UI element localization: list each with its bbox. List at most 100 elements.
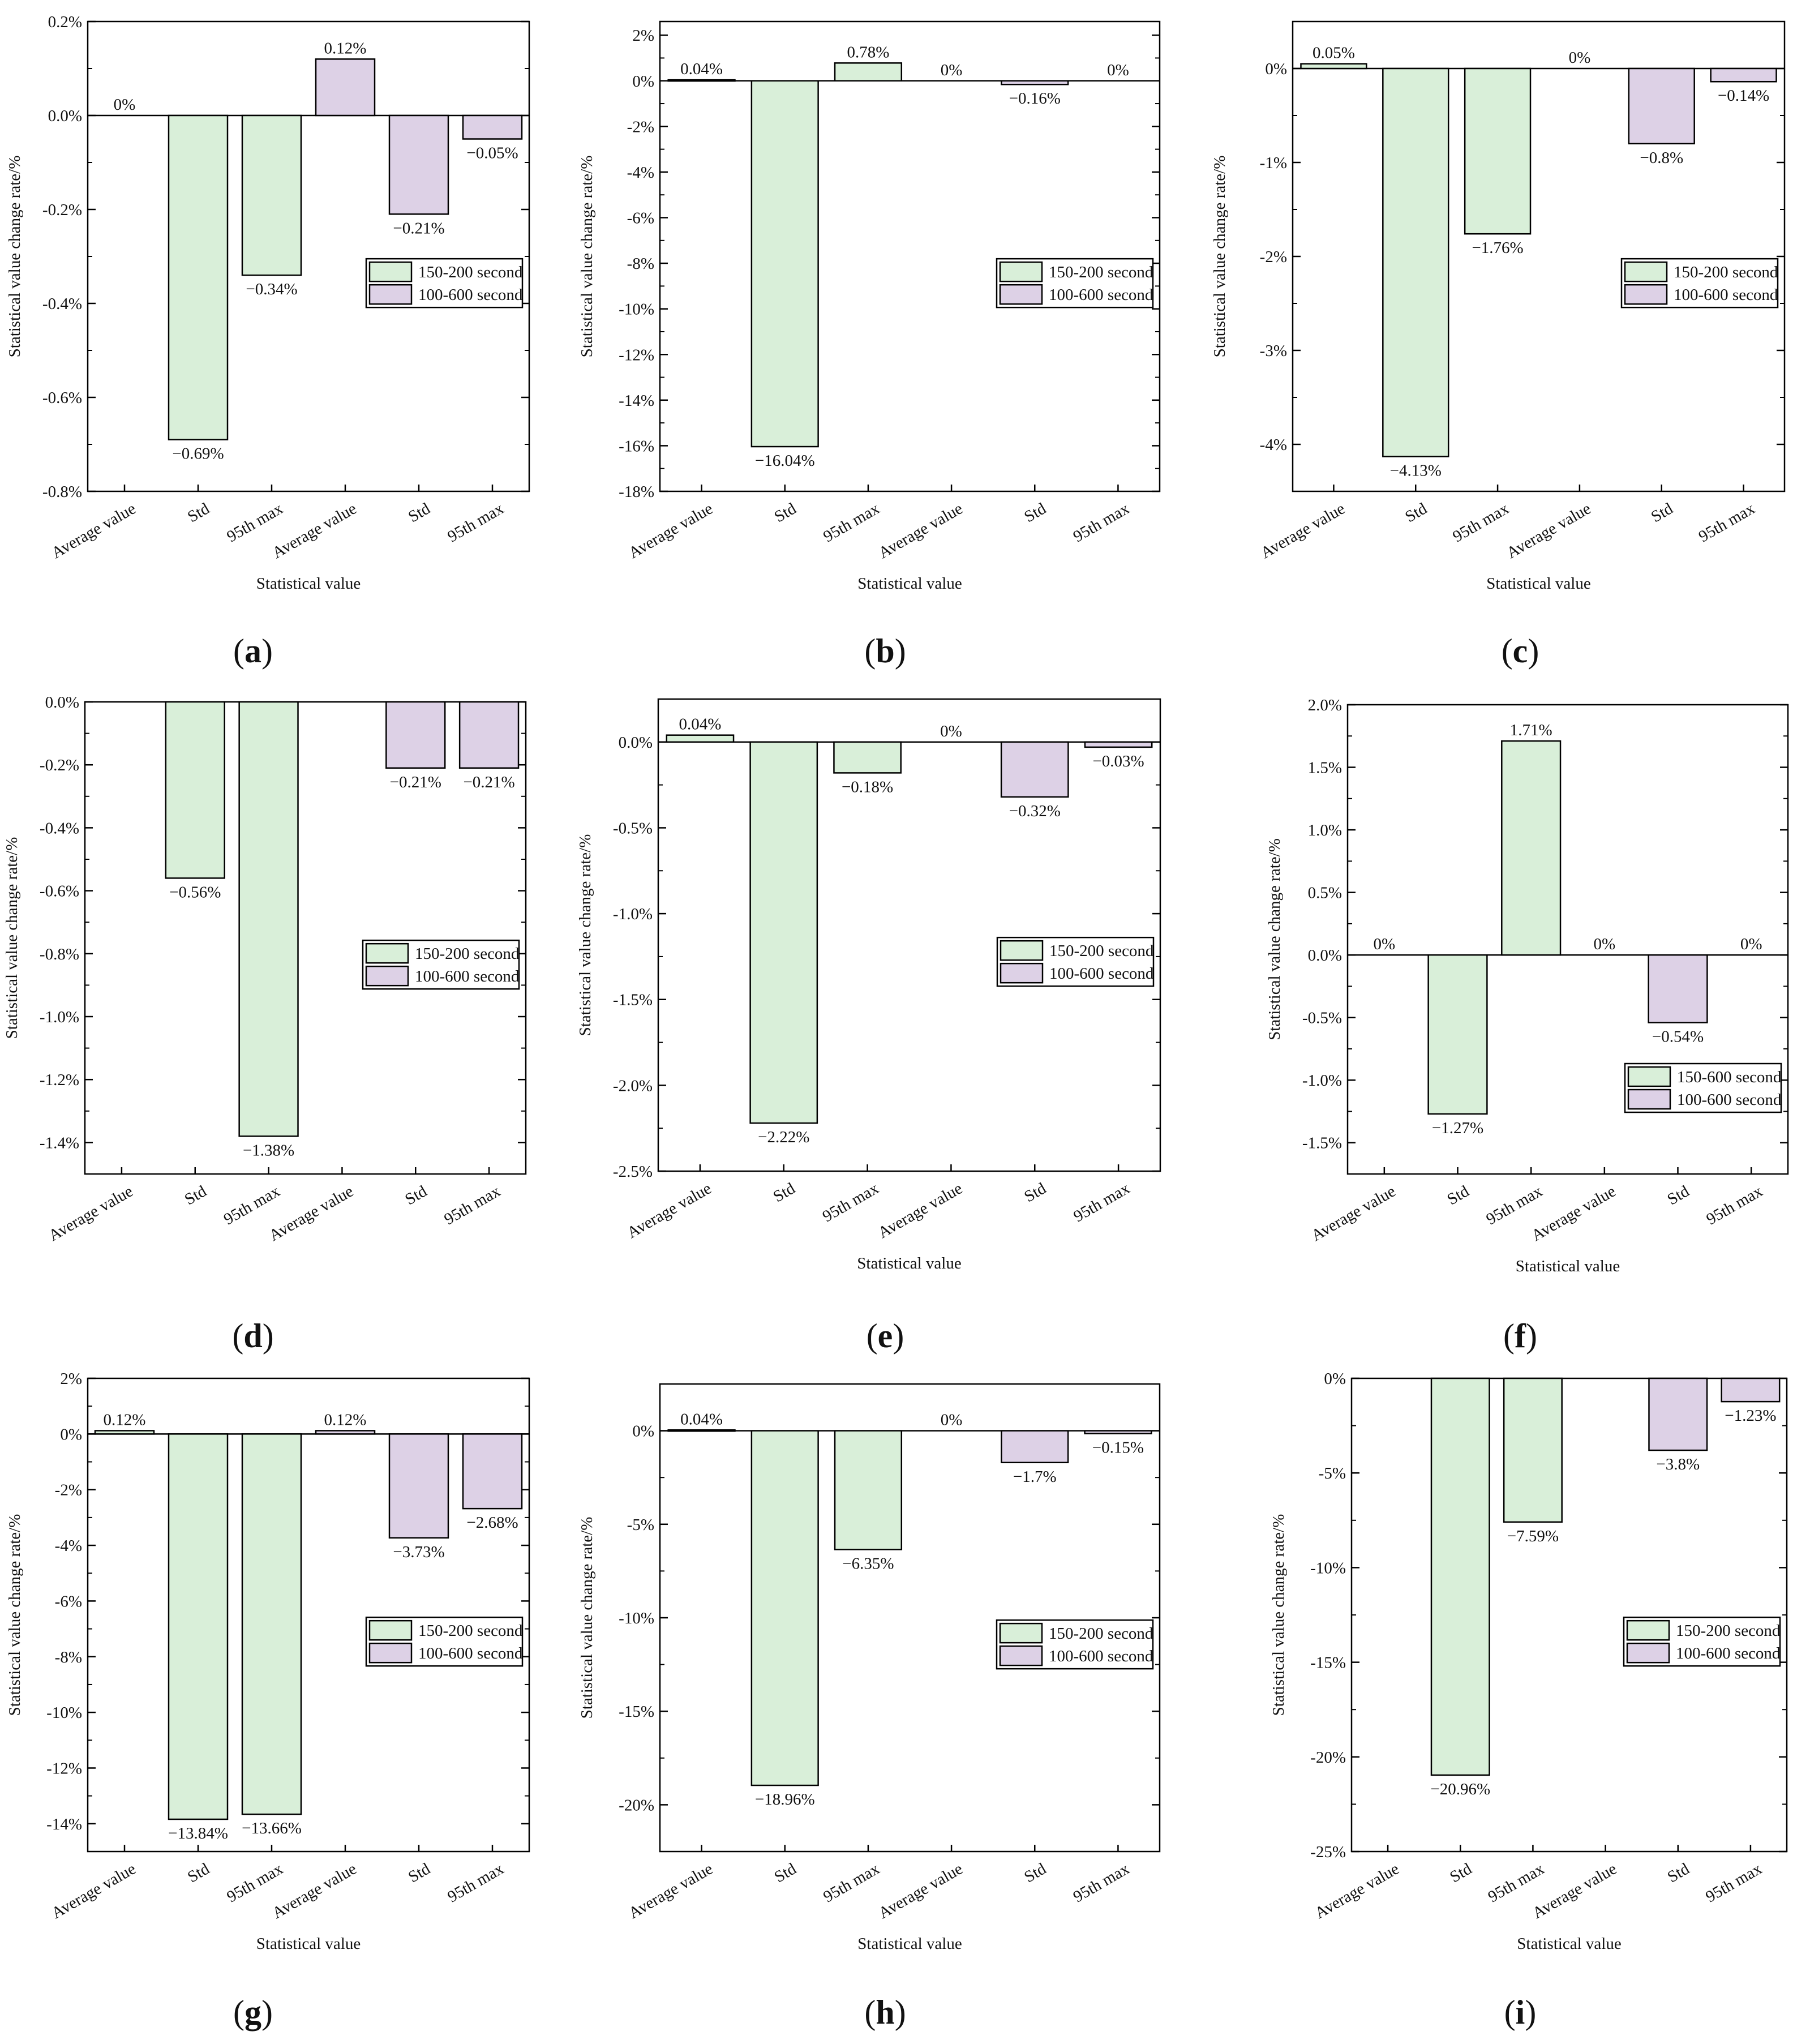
- y-tick-label: -0.6%: [40, 882, 79, 901]
- legend-swatch: [1624, 284, 1668, 305]
- bar-series-1: [168, 114, 229, 440]
- legend: 150-200 second 100-600 second: [996, 258, 1154, 308]
- y-tick-label: -2%: [55, 1481, 82, 1499]
- x-tick-label: 95th max: [1703, 1182, 1766, 1228]
- caption-close: ): [261, 1994, 273, 2031]
- y-tick-label: 1.0%: [1308, 821, 1342, 839]
- x-tick-label: Average value: [49, 1859, 139, 1922]
- x-tick-label: Average value: [266, 1182, 357, 1245]
- legend-swatch: [368, 261, 413, 282]
- y-tick-label: -0.4%: [42, 295, 82, 313]
- legend-label: 100-600 second: [1049, 965, 1154, 983]
- x-tick-label: 95th max: [1702, 1859, 1765, 1906]
- legend-swatch: [368, 284, 413, 305]
- bar-series-2: [1648, 1377, 1708, 1451]
- data-label: −1.7%: [1013, 1468, 1057, 1486]
- x-axis-title: Statistical value: [857, 1254, 961, 1272]
- bar-series-1: [1430, 1377, 1490, 1776]
- caption-letter: i: [1516, 1994, 1525, 2031]
- panel-caption: (g): [233, 1994, 273, 2031]
- data-label: 0.12%: [324, 39, 367, 57]
- x-tick-label: Average value: [625, 499, 716, 562]
- y-tick-label: 0.0%: [1308, 946, 1342, 965]
- legend-label: 150-200 second: [418, 263, 523, 281]
- data-label: −0.21%: [463, 773, 514, 791]
- data-label: 0.04%: [680, 60, 723, 78]
- bar-series-1: [1503, 1377, 1563, 1523]
- chart-panel-i: 0% -5% -10% -15% -20% -25%Average value −20.96…: [1269, 1370, 1788, 2031]
- y-tick-label: -12%: [619, 346, 654, 364]
- data-label: −0.15%: [1092, 1439, 1144, 1457]
- panel-caption: (h): [864, 1994, 906, 2031]
- data-label: 0%: [114, 96, 136, 114]
- bar-series-2: [315, 58, 376, 117]
- bar-series-2: [1084, 1430, 1152, 1434]
- x-tick-label: 95th max: [224, 499, 286, 546]
- caption-close: ): [895, 1994, 906, 2031]
- data-label: 0%: [1593, 935, 1615, 953]
- legend-swatch: [368, 1642, 413, 1664]
- y-tick-label: -0.5%: [1302, 1009, 1342, 1027]
- y-tick-label: -10%: [46, 1704, 82, 1722]
- legend-swatch: [1000, 962, 1044, 984]
- data-label: −20.96%: [1430, 1780, 1490, 1798]
- y-tick-label: -5%: [627, 1516, 654, 1534]
- y-tick-label: -2%: [627, 118, 654, 136]
- panel-caption: (e): [867, 1317, 904, 1355]
- caption-close: ): [1525, 1994, 1536, 2031]
- legend-label: 100-600 second: [418, 1644, 523, 1662]
- caption-open: (: [1502, 632, 1513, 670]
- data-label: −0.05%: [466, 144, 518, 162]
- y-tick-label: -3%: [1260, 342, 1287, 360]
- data-label: 0%: [941, 61, 963, 79]
- x-tick-label: 95th max: [444, 1859, 507, 1906]
- data-label: 0.04%: [679, 715, 721, 734]
- x-tick-label: 95th max: [1485, 1859, 1548, 1906]
- x-axis-title: Statistical value: [256, 1935, 361, 1953]
- x-tick-label: Average value: [1504, 499, 1594, 562]
- bar-series-1: [750, 80, 819, 448]
- data-label: −1.38%: [243, 1141, 294, 1159]
- x-tick-label: 95th max: [1696, 499, 1758, 546]
- y-axis-title: Statistical value change rate/%: [578, 156, 596, 358]
- y-tick-label: -6%: [55, 1592, 82, 1610]
- legend: 150-200 second 100-600 second: [996, 1619, 1154, 1670]
- legend-swatch: [1000, 940, 1044, 961]
- x-tick-label: 95th max: [221, 1182, 284, 1228]
- y-tick-label: -10%: [619, 301, 654, 319]
- legend-swatch: [999, 1622, 1043, 1644]
- y-tick-label: -4%: [55, 1537, 82, 1555]
- x-tick-label: 95th max: [1449, 499, 1512, 546]
- y-tick-label: -6%: [627, 209, 654, 228]
- x-tick-label: Std: [771, 499, 800, 526]
- y-tick-label: -15%: [619, 1703, 654, 1721]
- chart-panel-a: 0.2% 0.0% -0.2% -0.4% -0.6% -0.8% 0% Average va…: [6, 13, 530, 670]
- legend: 150-200 second 100-600 second: [365, 258, 524, 308]
- x-tick-label: Average value: [625, 1859, 716, 1922]
- data-label: 0%: [1569, 49, 1591, 67]
- y-axis-title: Statistical value change rate/%: [6, 1514, 24, 1716]
- y-tick-label: -0.2%: [40, 756, 79, 774]
- y-tick-label: -14%: [46, 1815, 82, 1833]
- caption-letter: a: [245, 632, 261, 670]
- data-label: −18.96%: [755, 1790, 815, 1809]
- bar-series-2: [1001, 1430, 1069, 1464]
- data-label: −13.66%: [242, 1819, 302, 1837]
- data-label: 0.12%: [324, 1411, 367, 1429]
- caption-open: (: [232, 1317, 243, 1355]
- x-tick-label: Average value: [1312, 1859, 1402, 1922]
- caption-close: ): [1528, 632, 1539, 670]
- y-tick-label: -16%: [619, 437, 654, 455]
- caption-close: ): [895, 632, 906, 670]
- y-tick-label: -10%: [1310, 1559, 1346, 1577]
- x-tick-label: Average value: [875, 1179, 966, 1242]
- y-tick-label: -1.5%: [613, 991, 653, 1009]
- data-label: −0.03%: [1092, 752, 1144, 770]
- legend: 150-200 second 100-600 second: [362, 939, 520, 990]
- legend: 150-200 second 100-600 second: [365, 1616, 524, 1667]
- legend-swatch: [1627, 1066, 1671, 1087]
- y-tick-label: 2%: [632, 27, 654, 45]
- y-tick-label: -4%: [1260, 436, 1287, 454]
- y-tick-label: -4%: [627, 164, 654, 182]
- x-axis-title: Statistical value: [256, 575, 361, 593]
